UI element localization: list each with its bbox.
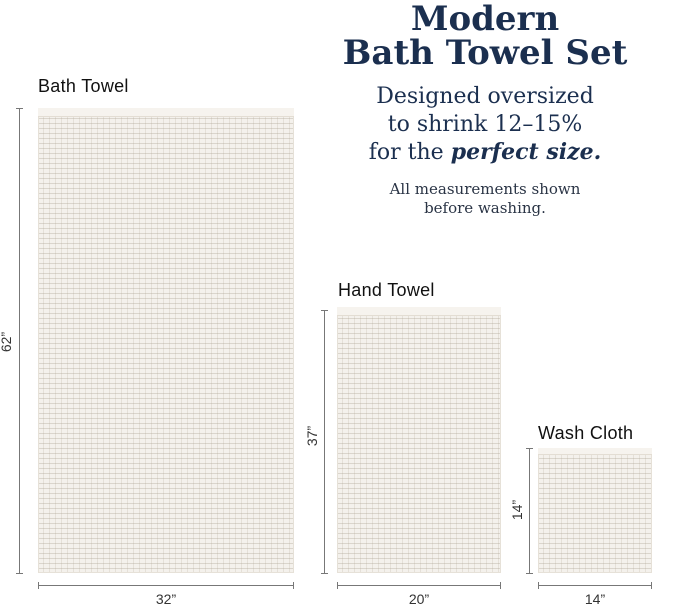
hand-towel-height-line xyxy=(324,310,325,573)
bath-towel-height-tick-bottom xyxy=(16,573,23,574)
bath-towel-height-tick-top xyxy=(16,108,23,109)
hand-towel-height-tick-bottom xyxy=(321,573,328,574)
hand-towel-height-tick-top xyxy=(321,310,328,311)
bath-towel-label: Bath Towel xyxy=(38,76,129,96)
subtitle-line-3: for the perfect size. xyxy=(345,139,625,166)
wash-cloth-height: 14” xyxy=(509,499,525,521)
hand-towel-height: 37” xyxy=(304,425,320,447)
hand-towel-label: Hand Towel xyxy=(338,280,435,300)
bath-towel-width: 32” xyxy=(155,591,177,607)
wash-cloth-label: Wash Cloth xyxy=(538,423,634,443)
title-line-2: Bath Towel Set xyxy=(342,33,628,73)
hand-towel-width-tick-left xyxy=(337,582,338,589)
wash-cloth-top-band xyxy=(538,448,652,455)
wash-cloth-width-tick-right xyxy=(651,582,652,589)
bath-towel-top-band xyxy=(38,108,294,117)
title-line-1: Modern xyxy=(410,0,560,39)
wash-cloth-image xyxy=(538,448,652,573)
hand-towel-width-line xyxy=(337,585,501,586)
hand-towel-image xyxy=(337,307,501,573)
note-line-1: All measurements shown xyxy=(389,180,581,198)
bath-towel-width-tick-right xyxy=(293,582,294,589)
wash-cloth-width-tick-left xyxy=(538,582,539,589)
bath-towel-width-tick-left xyxy=(38,582,39,589)
bath-towel-image xyxy=(38,108,294,573)
hand-towel-width: 20” xyxy=(408,591,430,607)
subtitle-line-3-prefix: for the xyxy=(368,140,451,165)
note-line-2: before washing. xyxy=(424,199,546,217)
bath-towel-height: 62” xyxy=(0,331,14,353)
wash-cloth-height-tick-top xyxy=(526,448,533,449)
wash-cloth-width-line xyxy=(538,585,652,586)
subtitle-line-2: to shrink 12–15% xyxy=(387,112,583,137)
hand-towel-width-tick-right xyxy=(500,582,501,589)
hand-towel-top-band xyxy=(337,307,501,316)
wash-cloth-height-tick-bottom xyxy=(526,573,533,574)
wash-cloth-height-line xyxy=(529,448,530,573)
bath-towel-height-line xyxy=(19,108,20,573)
subtitle-emphasis: perfect size. xyxy=(450,139,602,165)
bath-towel-width-line xyxy=(38,585,294,586)
wash-cloth-width: 14” xyxy=(584,591,606,607)
subtitle-line-1: Designed oversized xyxy=(376,84,594,109)
